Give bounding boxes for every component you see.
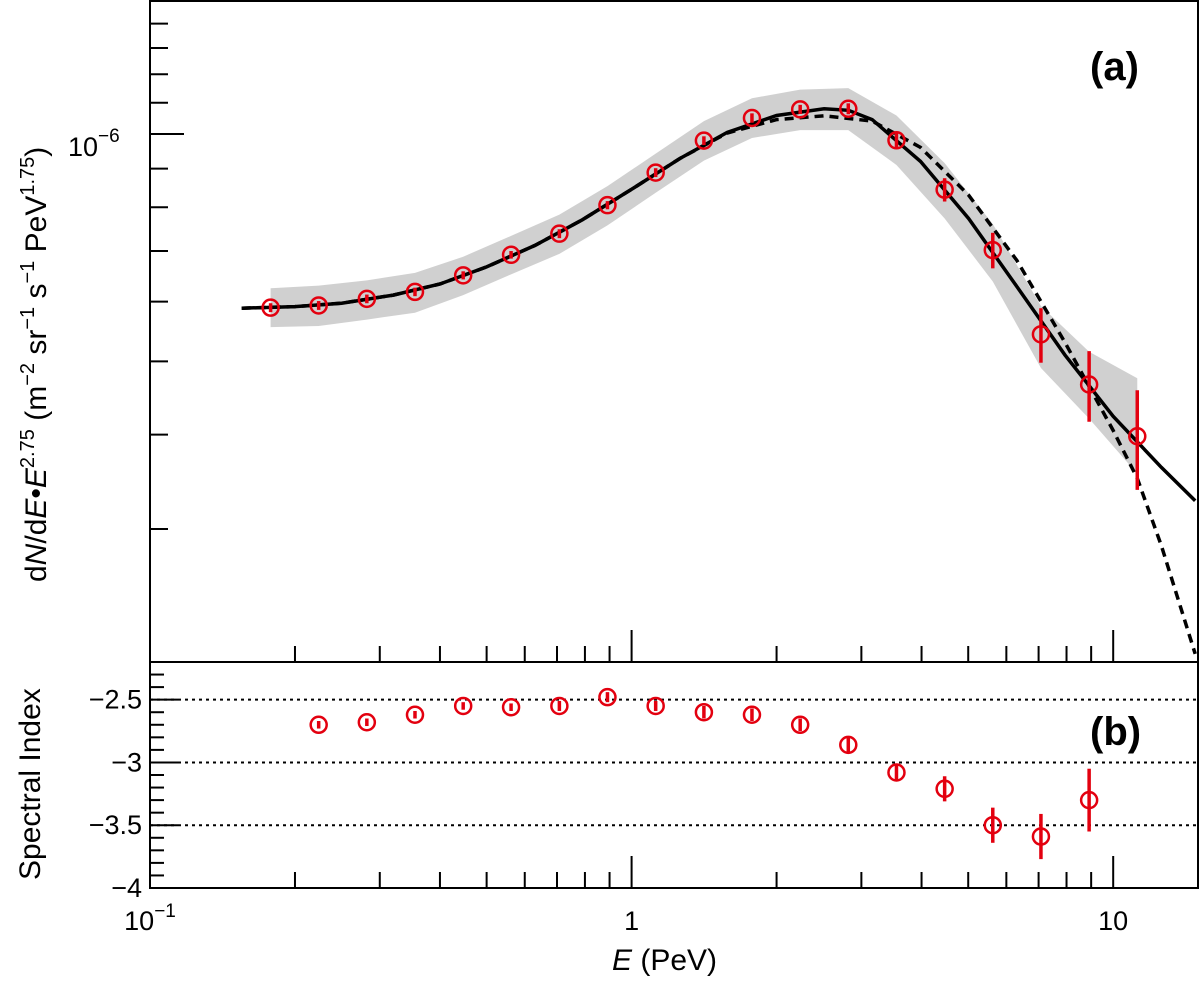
reference-lines bbox=[150, 698, 1198, 827]
data-point bbox=[309, 715, 328, 735]
data-point bbox=[1031, 827, 1051, 846]
fit-line-dashed bbox=[241, 114, 1197, 655]
data-point bbox=[550, 224, 569, 243]
x-axis-label: E (PeV) bbox=[612, 944, 717, 977]
data-point bbox=[357, 713, 377, 732]
data-point bbox=[742, 705, 762, 724]
data-point bbox=[983, 240, 1003, 260]
panel-b-label: (b) bbox=[1090, 710, 1141, 754]
x-tick-label: 10 bbox=[1098, 906, 1128, 936]
data-point bbox=[887, 131, 906, 150]
y-tick-label-a: 10−6 bbox=[68, 126, 120, 162]
data-point bbox=[405, 705, 425, 724]
data-point bbox=[453, 696, 473, 716]
data-point bbox=[309, 296, 328, 315]
data-point bbox=[550, 696, 569, 716]
panel-b-points bbox=[309, 687, 1099, 860]
panel-a-ticks bbox=[150, 0, 184, 663]
panel-a-points bbox=[261, 99, 1147, 490]
y-axis-label-b: Spectral Index bbox=[14, 688, 47, 880]
data-point bbox=[1079, 375, 1099, 394]
panel-a-label: (a) bbox=[1090, 45, 1139, 89]
data-point bbox=[694, 131, 714, 150]
y-tick-label-b: −4 bbox=[111, 873, 142, 903]
x-tick-label: 10−1 bbox=[124, 901, 176, 936]
data-point bbox=[1079, 790, 1099, 810]
data-point bbox=[790, 100, 810, 119]
data-point bbox=[357, 289, 377, 309]
panel-b-ticks: −4 −3.5 −3 −2.5 bbox=[89, 661, 178, 903]
data-point bbox=[261, 298, 280, 317]
y-tick-label-b: −3 bbox=[111, 747, 142, 777]
data-point bbox=[839, 735, 858, 755]
data-point bbox=[501, 697, 521, 717]
data-point bbox=[983, 815, 1003, 835]
y-tick-a-exp: −6 bbox=[98, 126, 120, 147]
y-tick-label-b: −3.5 bbox=[89, 810, 142, 840]
data-point bbox=[1128, 427, 1147, 446]
fit-lines bbox=[241, 107, 1197, 655]
x-axis-ticks: 10−1 1 10 bbox=[124, 630, 1128, 936]
data-point bbox=[694, 702, 714, 722]
data-point bbox=[453, 266, 473, 285]
data-point bbox=[598, 195, 617, 215]
data-point bbox=[887, 763, 906, 782]
systematic-uncertainty-band bbox=[270, 88, 1138, 474]
data-point bbox=[935, 779, 954, 799]
data-point bbox=[646, 163, 665, 182]
x-tick-label: 1 bbox=[624, 906, 639, 936]
data-point bbox=[501, 245, 521, 265]
y-tick-label-b: −2.5 bbox=[89, 685, 142, 715]
data-point bbox=[1031, 325, 1051, 344]
data-point bbox=[598, 687, 617, 707]
y-axis-label-a: dN/dE•E2.75 (m−2 sr−1 s−1 PeV1.75) bbox=[17, 147, 53, 582]
data-point bbox=[790, 715, 810, 735]
data-point bbox=[405, 282, 425, 302]
data-point bbox=[839, 99, 858, 119]
systematic-band bbox=[270, 88, 1138, 474]
data-point bbox=[646, 696, 665, 716]
data-point bbox=[935, 180, 954, 199]
data-point bbox=[742, 108, 762, 128]
y-tick-a-base: 10 bbox=[68, 132, 98, 162]
